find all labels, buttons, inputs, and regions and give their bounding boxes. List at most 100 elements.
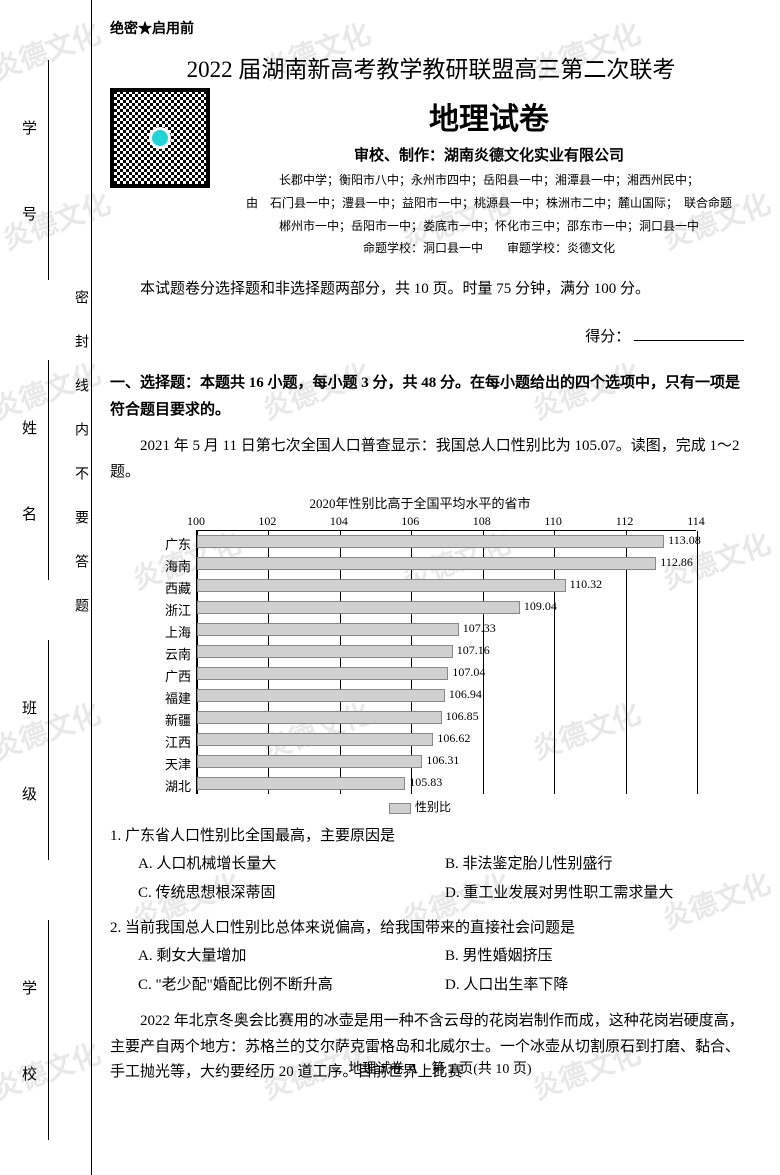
- sidebar-label-id: 学 号: [18, 120, 39, 249]
- section-1-head: 一、选择题：本题共 16 小题，每小题 3 分，共 48 分。在每小题给出的四个…: [110, 370, 752, 424]
- bar: [197, 557, 656, 570]
- bar: [197, 535, 664, 548]
- schools-line: 郴州市一中；岳阳市一中；娄底市一中；怀化市三中；邵东市一中；洞口县一中: [226, 215, 752, 238]
- row-label: 江西: [141, 732, 191, 751]
- row-label: 福建: [141, 688, 191, 707]
- bar-value: 112.86: [660, 555, 693, 570]
- bar: [197, 579, 566, 592]
- bar-value: 105.83: [409, 775, 442, 790]
- score-line: 得分：: [110, 325, 744, 346]
- question-2: 2. 当前我国总人口性别比总体来说偏高，给我国带来的直接社会问题是: [110, 915, 752, 942]
- axis-tick: 112: [616, 514, 634, 529]
- bar-value: 107.04: [452, 665, 485, 680]
- bar-value: 106.85: [446, 709, 479, 724]
- bar-value: 113.08: [668, 533, 701, 548]
- chart-row: 上海107.33: [197, 619, 696, 641]
- bar-value: 106.31: [426, 753, 459, 768]
- legend-swatch: [389, 803, 411, 814]
- score-blank[interactable]: [634, 340, 744, 341]
- bar: [197, 623, 459, 636]
- bar-value: 107.33: [463, 621, 496, 636]
- axis-tick: 100: [187, 514, 205, 529]
- chart-title: 2020年性别比高于全国平均水平的省市: [140, 493, 700, 512]
- bar: [197, 667, 448, 680]
- chart-body: 广东113.08海南112.86西藏110.32浙江109.04上海107.33…: [196, 530, 696, 794]
- row-label: 上海: [141, 622, 191, 641]
- exam-title-2: 地理试卷: [226, 94, 752, 138]
- question-1: 1. 广东省人口性别比全国最高，主要原因是: [110, 823, 752, 850]
- sidebar-label-name: 姓 名: [18, 420, 39, 549]
- qr-code: [110, 88, 210, 188]
- chart-row: 天津106.31: [197, 751, 696, 773]
- bar: [197, 601, 520, 614]
- q2-opt-a[interactable]: A. 剩女大量增加: [138, 942, 445, 971]
- schools-line: 由 石门县一中；澧县一中；益阳市一中；桃源县一中；株洲市二中；麓山国际； 联合命…: [226, 192, 752, 215]
- q1-opt-b[interactable]: B. 非法鉴定胎儿性别盛行: [445, 850, 752, 879]
- bar: [197, 733, 433, 746]
- sidebar-label-class: 班 级: [18, 700, 39, 829]
- page-footer: 地理试卷 A 第 1 页(共 10 页): [100, 1058, 780, 1078]
- axis-tick: 108: [473, 514, 491, 529]
- bar-value: 106.62: [437, 731, 470, 746]
- schools-line: 长郡中学；衡阳市八中；永州市四中；岳阳县一中；湘潭县一中；湘西州民中；: [226, 169, 752, 192]
- row-label: 新疆: [141, 710, 191, 729]
- bar-value: 110.32: [570, 577, 603, 592]
- row-label: 广东: [141, 534, 191, 553]
- q1-opt-d[interactable]: D. 重工业发展对男性职工需求量大: [445, 879, 752, 908]
- q2-opt-b[interactable]: B. 男性婚姻挤压: [445, 942, 752, 971]
- bar: [197, 711, 442, 724]
- sidebar-label-school: 学 校: [18, 980, 39, 1109]
- bar: [197, 645, 453, 658]
- chart-row: 福建106.94: [197, 685, 696, 707]
- row-label: 西藏: [141, 578, 191, 597]
- chart-row: 西藏110.32: [197, 575, 696, 597]
- row-label: 广西: [141, 666, 191, 685]
- seal-text: 密封线内不要答题: [70, 290, 90, 642]
- gridline: [697, 531, 698, 794]
- q2-opt-c[interactable]: C. "老少配"婚配比例不断升高: [138, 971, 445, 1000]
- chart-legend: 性别比: [140, 798, 700, 815]
- chart-row: 广西107.04: [197, 663, 696, 685]
- axis-tick: 106: [401, 514, 419, 529]
- binding-sidebar: 学 号 姓 名 班 级 学 校 密封线内不要答题: [0, 0, 92, 1175]
- sidebar-underline: [48, 640, 49, 860]
- row-label: 海南: [141, 556, 191, 575]
- sidebar-underline: [48, 920, 49, 1140]
- legend-label: 性别比: [415, 800, 451, 814]
- sidebar-underline: [48, 60, 49, 280]
- secret-label: 绝密★启用前: [110, 18, 752, 38]
- chart-row: 云南107.16: [197, 641, 696, 663]
- bar-value: 107.16: [457, 643, 490, 658]
- sidebar-underline: [48, 360, 49, 580]
- row-label: 湖北: [141, 776, 191, 795]
- row-label: 云南: [141, 644, 191, 663]
- intro-1: 2021 年 5 月 11 日第七次全国人口普查显示：我国总人口性别比为 105…: [110, 434, 752, 485]
- bar-value: 106.94: [449, 687, 482, 702]
- sex-ratio-chart: 2020年性别比高于全国平均水平的省市 100 102 104 106 108 110 11…: [140, 493, 700, 815]
- row-label: 天津: [141, 754, 191, 773]
- score-label: 得分：: [585, 329, 630, 345]
- axis-tick: 102: [258, 514, 276, 529]
- chart-row: 湖北105.83: [197, 773, 696, 795]
- schools-line: 命题学校：洞口县一中 审题学校：炎德文化: [226, 237, 752, 260]
- exam-title-1: 2022 届湖南新高考教学教研联盟高三第二次联考: [110, 50, 752, 84]
- maker-line: 审校、制作：湖南炎德文化实业有限公司: [226, 144, 752, 165]
- q2-opt-d[interactable]: D. 人口出生率下降: [445, 971, 752, 1000]
- row-label: 浙江: [141, 600, 191, 619]
- exam-info: 本试题卷分选择题和非选择题两部分，共 10 页。时量 75 分钟，满分 100 …: [110, 276, 752, 303]
- chart-row: 江西106.62: [197, 729, 696, 751]
- bar: [197, 777, 405, 790]
- bar-value: 109.04: [524, 599, 557, 614]
- bar: [197, 689, 445, 702]
- chart-row: 海南112.86: [197, 553, 696, 575]
- axis-tick: 110: [544, 514, 562, 529]
- chart-row: 浙江109.04: [197, 597, 696, 619]
- q1-opt-c[interactable]: C. 传统思想根深蒂固: [138, 879, 445, 908]
- bar: [197, 755, 422, 768]
- axis-tick: 114: [687, 514, 705, 529]
- chart-x-axis: 100102104106108110112114: [196, 514, 700, 530]
- chart-row: 新疆106.85: [197, 707, 696, 729]
- q1-opt-a[interactable]: A. 人口机械增长量大: [138, 850, 445, 879]
- axis-tick: 104: [330, 514, 348, 529]
- chart-row: 广东113.08: [197, 531, 696, 553]
